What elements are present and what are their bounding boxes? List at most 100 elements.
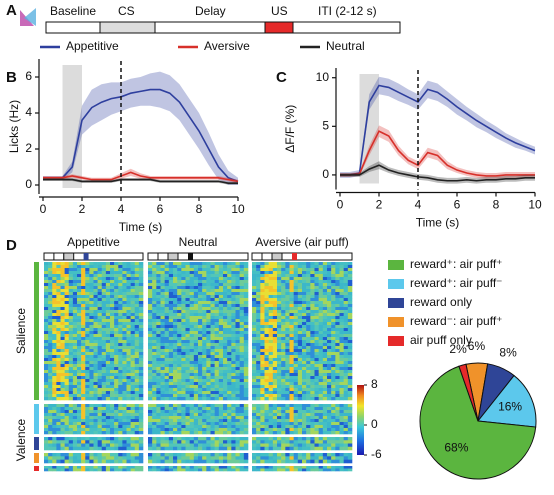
heatmap-texture (105, 325, 111, 329)
heatmap-texture (268, 437, 274, 441)
heatmap-texture (272, 268, 278, 272)
heatmap-texture (227, 325, 232, 329)
heatmap-texture (289, 337, 294, 341)
heatmap-texture (297, 431, 303, 435)
heatmap-texture (185, 274, 190, 278)
heatmap-texture (327, 437, 332, 441)
heatmap-texture (152, 456, 157, 460)
panel-label: B (6, 69, 17, 86)
heatmap-texture (60, 325, 65, 329)
heatmap-texture (318, 437, 324, 441)
heatmap-texture (118, 304, 123, 308)
heatmap-texture (122, 334, 127, 338)
heatmap-texture (173, 274, 178, 278)
heatmap-texture (130, 466, 136, 469)
heatmap-texture (268, 298, 274, 302)
heatmap-texture (110, 428, 115, 432)
heatmap-texture (339, 413, 344, 417)
heatmap-texture (302, 295, 307, 299)
heatmap-texture (218, 304, 224, 308)
heatmap-texture (77, 280, 82, 284)
heatmap-texture (198, 343, 203, 347)
heatmap-texture (68, 322, 74, 326)
heatmap-texture (130, 349, 136, 353)
heatmap-texture (185, 422, 190, 426)
heatmap-texture (97, 391, 103, 395)
heatmap-texture (223, 431, 228, 435)
heatmap-texture (210, 456, 215, 460)
heatmap-texture (272, 313, 278, 317)
heatmap-texture (285, 361, 290, 365)
heatmap-texture (252, 340, 257, 344)
heatmap-texture (181, 349, 186, 353)
heatmap-texture (81, 367, 86, 371)
heatmap-texture (297, 364, 303, 368)
heatmap-texture (177, 367, 182, 371)
heatmap-texture (252, 319, 257, 323)
heatmap-texture (114, 407, 119, 411)
heatmap-texture (343, 385, 349, 389)
heatmap-texture (110, 367, 115, 371)
heatmap-texture (281, 337, 286, 341)
heatmap-texture (335, 352, 340, 356)
heatmap-texture (260, 313, 265, 317)
heatmap-texture (105, 298, 111, 302)
heatmap-texture (44, 313, 49, 317)
heatmap-texture (193, 346, 199, 350)
heatmap-texture (160, 404, 165, 408)
x-tick-label: 4 (118, 202, 125, 216)
heatmap-texture (231, 428, 236, 432)
heatmap-texture (122, 391, 127, 395)
heatmap-texture (93, 316, 98, 320)
heatmap-texture (202, 289, 207, 293)
heatmap-texture (310, 352, 315, 356)
heatmap-texture (198, 394, 203, 398)
heatmap-texture (335, 295, 340, 299)
heatmap-texture (185, 292, 190, 296)
heatmap-texture (281, 298, 286, 302)
heatmap-texture (343, 313, 349, 317)
heatmap-texture (138, 466, 144, 469)
heatmap-texture (331, 379, 336, 383)
heatmap-texture (218, 301, 224, 305)
heatmap-texture (48, 271, 53, 275)
heatmap-texture (214, 419, 220, 423)
heatmap-texture (327, 459, 332, 464)
heatmap-texture (177, 425, 182, 429)
heatmap-texture (310, 271, 315, 275)
heatmap-texture (277, 274, 282, 278)
heatmap-texture (214, 413, 220, 417)
heatmap-texture (122, 373, 127, 377)
heatmap-texture (285, 310, 290, 314)
heatmap-texture (322, 385, 328, 389)
heatmap-texture (185, 283, 190, 287)
heatmap-texture (256, 419, 261, 423)
heatmap-texture (198, 364, 203, 368)
heatmap-texture (293, 286, 299, 290)
heatmap-texture (52, 307, 57, 311)
heatmap-texture (281, 265, 286, 269)
heatmap-texture (89, 358, 94, 362)
heatmap-texture (272, 407, 278, 411)
heatmap-texture (314, 422, 319, 426)
heatmap-texture (239, 373, 245, 377)
heatmap-texture (130, 453, 136, 457)
heatmap-texture (134, 446, 140, 451)
heatmap-texture (335, 274, 340, 278)
heatmap-texture (168, 413, 174, 417)
heatmap-texture (281, 316, 286, 320)
heatmap-texture (126, 459, 131, 464)
heatmap-texture (110, 301, 115, 305)
heatmap-texture (185, 349, 190, 353)
heatmap-texture (198, 385, 203, 389)
heatmap-texture (81, 283, 86, 287)
heatmap-texture (318, 459, 324, 464)
heatmap-texture (223, 428, 228, 432)
heatmap-texture (44, 468, 49, 472)
heatmap-texture (126, 446, 131, 451)
heatmap-texture (185, 355, 190, 359)
heatmap-texture (256, 416, 261, 420)
heatmap-texture (322, 440, 328, 444)
heatmap-texture (56, 340, 61, 344)
heatmap-texture (281, 331, 286, 335)
